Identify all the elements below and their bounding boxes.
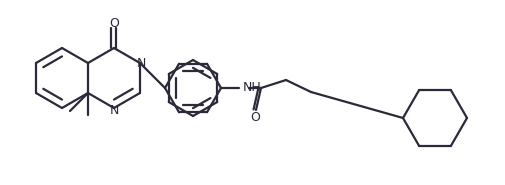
Text: N: N (109, 103, 118, 117)
Text: N: N (136, 56, 145, 70)
Text: NH: NH (242, 80, 261, 93)
Text: O: O (109, 16, 119, 29)
Text: O: O (249, 110, 260, 124)
